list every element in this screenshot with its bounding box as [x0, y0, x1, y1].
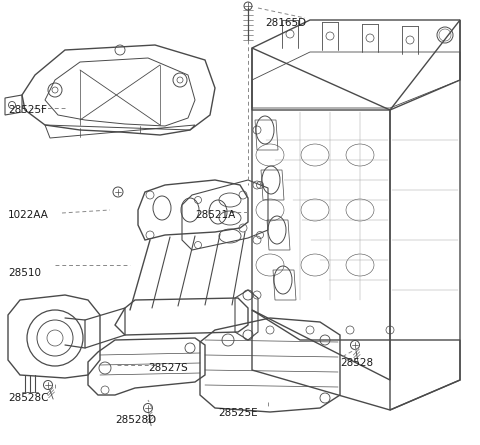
- Text: 28521A: 28521A: [195, 210, 235, 220]
- Text: 28528: 28528: [340, 358, 373, 368]
- Text: 28525E: 28525E: [218, 408, 258, 418]
- Text: 28527S: 28527S: [148, 363, 188, 373]
- Text: 1022AA: 1022AA: [8, 210, 49, 220]
- Text: 28510: 28510: [8, 268, 41, 278]
- Text: 28525F: 28525F: [8, 105, 47, 115]
- Text: 28528D: 28528D: [115, 415, 156, 425]
- Text: 28165D: 28165D: [265, 18, 306, 28]
- Text: 28528C: 28528C: [8, 393, 48, 403]
